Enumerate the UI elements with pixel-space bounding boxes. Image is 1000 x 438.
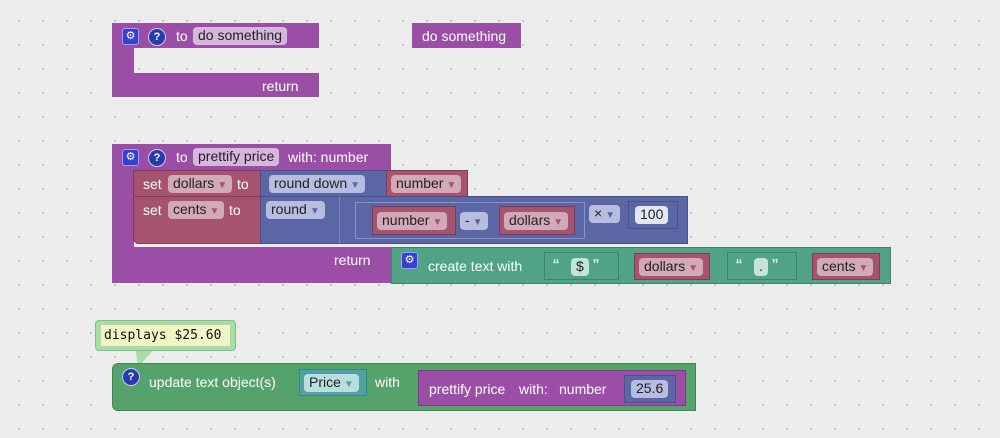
open-quote-icon: “ [553, 256, 559, 276]
variable-dropdown[interactable]: number ▼ [391, 175, 462, 193]
to-label: to [176, 149, 188, 165]
number-field[interactable]: 25.6 [631, 380, 669, 398]
dropdown-arrow-icon: ▼ [217, 180, 228, 191]
number-variable-block[interactable]: number ▼ [372, 206, 456, 235]
params-label: with: number [288, 149, 369, 165]
op-name: round [271, 201, 307, 217]
call-label: prettify price [429, 381, 506, 397]
text-dot-block[interactable]: “ . ” [727, 252, 797, 280]
dollars-variable-block[interactable]: dollars ▼ [634, 253, 710, 280]
var-name: dollars [644, 258, 686, 274]
operator-dropdown[interactable]: - ▼ [460, 212, 488, 230]
call-prettify-price-block[interactable]: prettify price with: number 25.6 [418, 370, 686, 406]
close-quote-icon: ” [593, 256, 599, 276]
set-label: set [143, 202, 162, 218]
variable-dropdown[interactable]: dollars ▼ [504, 212, 569, 230]
dropdown-arrow-icon: ▼ [605, 210, 616, 221]
dropdown-arrow-icon: ▼ [432, 217, 443, 228]
number-variable-block[interactable]: number ▼ [386, 170, 468, 197]
variable-dropdown[interactable]: cents ▼ [817, 258, 874, 276]
dropdown-arrow-icon: ▼ [858, 263, 869, 274]
number-block[interactable]: 25.6 [624, 375, 676, 403]
round-down-block[interactable]: round down ▼ [260, 170, 387, 197]
op-name: × [594, 205, 603, 221]
var-name: cents [822, 258, 856, 274]
to-label: to [176, 28, 188, 44]
close-quote-icon: ” [772, 256, 778, 276]
procedure-name-field[interactable]: do something [193, 27, 288, 45]
call-label: do something [422, 28, 507, 44]
return-label: return [334, 252, 371, 268]
op-name: - [465, 212, 470, 228]
var-name: number [396, 175, 444, 191]
comment-bubble[interactable]: displays $25.60 [95, 320, 236, 351]
var-name: number [382, 212, 430, 228]
dropdown-arrow-icon: ▼ [688, 263, 699, 274]
price-object-block[interactable]: Price ▼ [299, 369, 367, 396]
rounding-dropdown[interactable]: round ▼ [266, 201, 325, 219]
with-label: with [375, 374, 400, 390]
object-name: Price [309, 374, 341, 390]
object-dropdown[interactable]: Price ▼ [304, 374, 359, 392]
text-field[interactable]: . [754, 258, 768, 276]
to-label: to [229, 202, 241, 218]
create-text-label: create text with [428, 258, 523, 274]
var-name: cents [173, 201, 207, 217]
number-field[interactable]: 100 [635, 206, 669, 224]
cents-variable-block[interactable]: cents ▼ [812, 253, 880, 280]
return-label: return [262, 78, 299, 94]
var-name: dollars [509, 212, 551, 228]
open-quote-icon: “ [736, 256, 742, 276]
call-do-something-block[interactable]: do something [412, 23, 521, 48]
create-text-with-block[interactable]: ⚙ create text with “ $ ” dollars ▼ “ . ” … [391, 247, 891, 284]
variable-dropdown[interactable]: dollars ▼ [168, 175, 233, 193]
dropdown-arrow-icon: ▼ [472, 217, 483, 228]
gear-icon[interactable]: ⚙ [122, 28, 139, 45]
set-label: set [143, 176, 162, 192]
help-icon[interactable]: ? [148, 28, 166, 46]
with-label: with: [519, 381, 548, 397]
number-100-block[interactable]: 100 [628, 201, 678, 229]
op-name: round down [274, 175, 348, 191]
rounding-dropdown[interactable]: round down ▼ [269, 175, 366, 193]
dropdown-arrow-icon: ▼ [553, 217, 564, 228]
gear-icon[interactable]: ⚙ [401, 252, 418, 269]
variable-dropdown[interactable]: number ▼ [377, 212, 448, 230]
help-icon[interactable]: ? [148, 149, 166, 167]
dropdown-arrow-icon: ▼ [446, 180, 457, 191]
variable-dropdown[interactable]: dollars ▼ [639, 258, 704, 276]
dropdown-arrow-icon: ▼ [309, 206, 320, 217]
comment-text[interactable]: displays $25.60 [101, 325, 230, 346]
to-label: to [237, 176, 249, 192]
text-field[interactable]: $ [571, 258, 589, 276]
multiply-dropdown[interactable]: × ▼ [589, 205, 621, 223]
procedure-name-field[interactable]: prettify price [193, 148, 280, 166]
dollars-variable-block[interactable]: dollars ▼ [499, 206, 575, 235]
set-cents-block[interactable]: set cents ▼ to [133, 196, 261, 244]
minus-block[interactable]: number ▼ - ▼ dollars ▼ [355, 202, 585, 239]
help-icon[interactable]: ? [122, 368, 140, 386]
param-label: number [559, 381, 607, 397]
dropdown-arrow-icon: ▼ [350, 180, 361, 191]
gear-icon[interactable]: ⚙ [122, 149, 139, 166]
set-dollars-block[interactable]: set dollars ▼ to [133, 170, 261, 197]
dropdown-arrow-icon: ▼ [209, 206, 220, 217]
dropdown-arrow-icon: ▼ [343, 379, 354, 390]
variable-dropdown[interactable]: cents ▼ [168, 201, 225, 219]
update-label: update text object(s) [149, 374, 276, 390]
update-text-object-block[interactable]: ? update text object(s) Price ▼ with pret… [112, 363, 696, 411]
text-dollar-block[interactable]: “ $ ” [544, 252, 619, 280]
var-name: dollars [173, 175, 215, 191]
